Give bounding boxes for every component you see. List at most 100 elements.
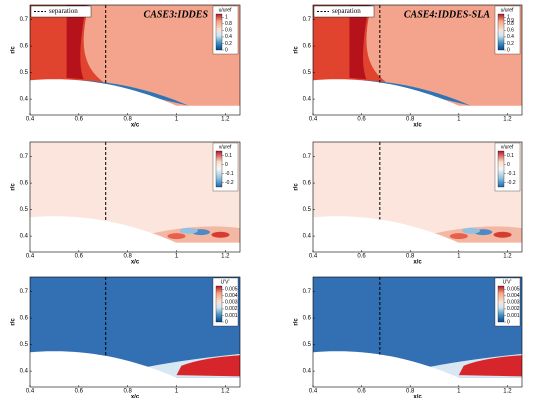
x-tick-label: 0.6 bbox=[75, 389, 84, 395]
field-region bbox=[167, 233, 186, 240]
x-tick-label: 1.2 bbox=[503, 389, 512, 395]
colorbar-tick-label: 0.004 bbox=[225, 293, 238, 299]
y-axis-label: r/c bbox=[11, 318, 17, 326]
y-tick-label: 0.6 bbox=[20, 44, 29, 50]
y-tick-label: 0.7 bbox=[20, 154, 29, 160]
plot-frame bbox=[312, 141, 523, 253]
x-tick-label: 1.2 bbox=[503, 117, 512, 123]
chart-title: CASE3:IDDES bbox=[144, 9, 209, 20]
plot-frame bbox=[29, 276, 241, 388]
colorbar-label: u/uref bbox=[501, 7, 514, 13]
x-tick-label: 0.8 bbox=[124, 254, 133, 260]
y-tick-label: 0.7 bbox=[303, 154, 312, 160]
wall bbox=[30, 79, 240, 115]
contour-field bbox=[30, 5, 240, 115]
colorbar-tick-label: -0.1 bbox=[225, 171, 234, 177]
colorbar-tick-label: 0 bbox=[225, 319, 228, 325]
y-tick-label: 0.5 bbox=[303, 70, 312, 76]
colorbar-tick-label: 0 bbox=[225, 47, 228, 53]
x-tick-label: 0.8 bbox=[406, 389, 415, 395]
x-tick-label: 1 bbox=[175, 389, 179, 395]
colorbar bbox=[497, 13, 505, 51]
y-tick-label: 0.5 bbox=[20, 207, 29, 213]
y-tick-label: 0.7 bbox=[303, 289, 312, 295]
colorbar-tick-label: 0.1 bbox=[225, 153, 232, 159]
y-tick-label: 0.4 bbox=[20, 234, 29, 240]
contour-field bbox=[30, 277, 240, 387]
x-tick-label: 1.2 bbox=[221, 389, 230, 395]
colorbar-tick-label: -0.2 bbox=[507, 180, 516, 186]
x-tick-label: 1.2 bbox=[503, 254, 512, 260]
colorbar-tick-label: 0 bbox=[507, 162, 510, 168]
x-tick-label: 0.4 bbox=[26, 389, 35, 395]
colorbar bbox=[215, 285, 223, 323]
colorbar-tick-label: -0.1 bbox=[507, 171, 516, 177]
y-axis-label: r/c bbox=[294, 318, 300, 326]
contour-field bbox=[313, 142, 522, 252]
colorbar-tick-label: 0.6 bbox=[507, 28, 514, 34]
field-region bbox=[176, 355, 240, 377]
colorbar-tick-label: 0.4 bbox=[507, 34, 514, 40]
colorbar-tick-label: 0.2 bbox=[507, 41, 514, 47]
field-region bbox=[349, 5, 369, 80]
x-tick-label: 1.2 bbox=[221, 117, 230, 123]
y-axis-label: r/c bbox=[294, 46, 300, 54]
colorbar-tick-label: 0.002 bbox=[507, 306, 520, 312]
x-axis-label: x/c bbox=[131, 123, 140, 129]
y-tick-label: 0.6 bbox=[20, 181, 29, 187]
y-tick-label: 0.6 bbox=[20, 316, 29, 322]
y-tick-label: 0.6 bbox=[303, 316, 312, 322]
x-axis-label: x/c bbox=[413, 260, 422, 266]
colorbar-label: U'V' bbox=[221, 279, 230, 285]
x-axis-label: x/c bbox=[413, 395, 422, 398]
y-tick-label: 0.7 bbox=[20, 289, 29, 295]
y-tick-label: 0.5 bbox=[20, 342, 29, 348]
y-tick-label: 0.4 bbox=[303, 234, 312, 240]
colorbar-tick-label: 0.4 bbox=[225, 34, 232, 40]
y-tick-label: 0.5 bbox=[303, 342, 312, 348]
field-region bbox=[66, 5, 87, 80]
field-region bbox=[461, 227, 480, 234]
field-region bbox=[211, 231, 230, 238]
x-tick-label: 1.2 bbox=[221, 254, 230, 260]
wall bbox=[30, 351, 240, 387]
x-tick-label: 1 bbox=[457, 254, 461, 260]
field-region bbox=[493, 231, 512, 238]
x-tick-label: 1 bbox=[175, 117, 179, 123]
colorbar-tick-label: 0.1 bbox=[507, 153, 514, 159]
y-axis-label: r/c bbox=[11, 183, 17, 191]
x-tick-label: 0.8 bbox=[406, 117, 415, 123]
x-tick-label: 0.6 bbox=[357, 389, 366, 395]
colorbar-tick-label: 0.9 bbox=[507, 18, 514, 24]
x-tick-label: 0.4 bbox=[26, 117, 35, 123]
colorbar-tick-label: 0 bbox=[507, 319, 510, 325]
panel: 0.4 0.6 0.8 1 1.20.40.50.60.7x/cr/cseparatio… bbox=[11, 4, 241, 129]
colorbar-tick-label: 0.6 bbox=[225, 28, 232, 34]
wall bbox=[313, 79, 522, 115]
colorbar-tick-label: 1 bbox=[225, 15, 228, 21]
plot-frame bbox=[29, 141, 241, 253]
x-tick-label: 1 bbox=[457, 389, 461, 395]
x-tick-label: 0.4 bbox=[26, 254, 35, 260]
field-region bbox=[449, 233, 468, 240]
x-axis-label: x/c bbox=[131, 395, 140, 398]
colorbar-label: u/uref bbox=[219, 7, 232, 13]
colorbar-tick-label: 0 bbox=[225, 162, 228, 168]
colorbar-tick-label: 0.003 bbox=[225, 300, 238, 306]
plot-frame bbox=[312, 4, 523, 116]
y-tick-label: 0.4 bbox=[303, 369, 312, 375]
x-tick-label: 0.4 bbox=[309, 389, 318, 395]
colorbar-tick-label: 0.001 bbox=[507, 313, 520, 319]
panel: 0.4 0.6 0.8 1 1.20.40.50.60.7x/cr/cseparatio… bbox=[294, 4, 523, 129]
colorbar-tick-label: 0.8 bbox=[507, 21, 514, 27]
wall bbox=[313, 216, 522, 252]
colorbar-tick-label: 0.8 bbox=[225, 21, 232, 27]
colorbar bbox=[215, 150, 223, 188]
colorbar-tick-label: 0.005 bbox=[507, 287, 520, 293]
x-tick-label: 0.4 bbox=[309, 117, 318, 123]
colorbar-tick-label: 1 bbox=[507, 15, 510, 21]
colorbar-tick-label: -0.2 bbox=[225, 180, 234, 186]
x-tick-label: 0.4 bbox=[309, 254, 318, 260]
y-tick-label: 0.7 bbox=[303, 17, 312, 23]
colorbar-tick-label: 0.005 bbox=[225, 287, 238, 293]
